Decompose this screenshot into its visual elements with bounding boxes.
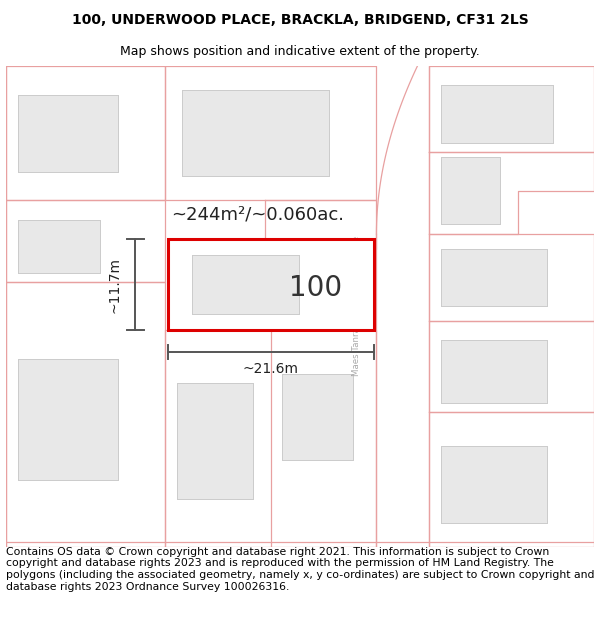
Polygon shape xyxy=(441,85,553,142)
Polygon shape xyxy=(441,340,547,402)
Polygon shape xyxy=(18,359,118,479)
Text: 100, UNDERWOOD PLACE, BRACKLA, BRIDGEND, CF31 2LS: 100, UNDERWOOD PLACE, BRACKLA, BRIDGEND,… xyxy=(71,12,529,27)
Polygon shape xyxy=(441,157,500,224)
Polygon shape xyxy=(18,94,118,171)
Bar xyxy=(168,239,373,330)
Polygon shape xyxy=(182,89,329,176)
Text: Map shows position and indicative extent of the property.: Map shows position and indicative extent… xyxy=(120,45,480,58)
Text: 100: 100 xyxy=(289,274,343,302)
Polygon shape xyxy=(283,374,353,460)
Polygon shape xyxy=(18,219,100,272)
Polygon shape xyxy=(193,256,299,314)
Polygon shape xyxy=(441,446,547,522)
Polygon shape xyxy=(176,383,253,499)
Text: Maes Tanrallt / Underwood Place: Maes Tanrallt / Underwood Place xyxy=(352,236,361,376)
Polygon shape xyxy=(441,249,547,306)
Text: Contains OS data © Crown copyright and database right 2021. This information is : Contains OS data © Crown copyright and d… xyxy=(6,547,595,592)
Text: ~11.7m: ~11.7m xyxy=(108,257,122,312)
Text: ~244m²/~0.060ac.: ~244m²/~0.060ac. xyxy=(170,206,344,224)
Text: ~21.6m: ~21.6m xyxy=(242,362,299,376)
